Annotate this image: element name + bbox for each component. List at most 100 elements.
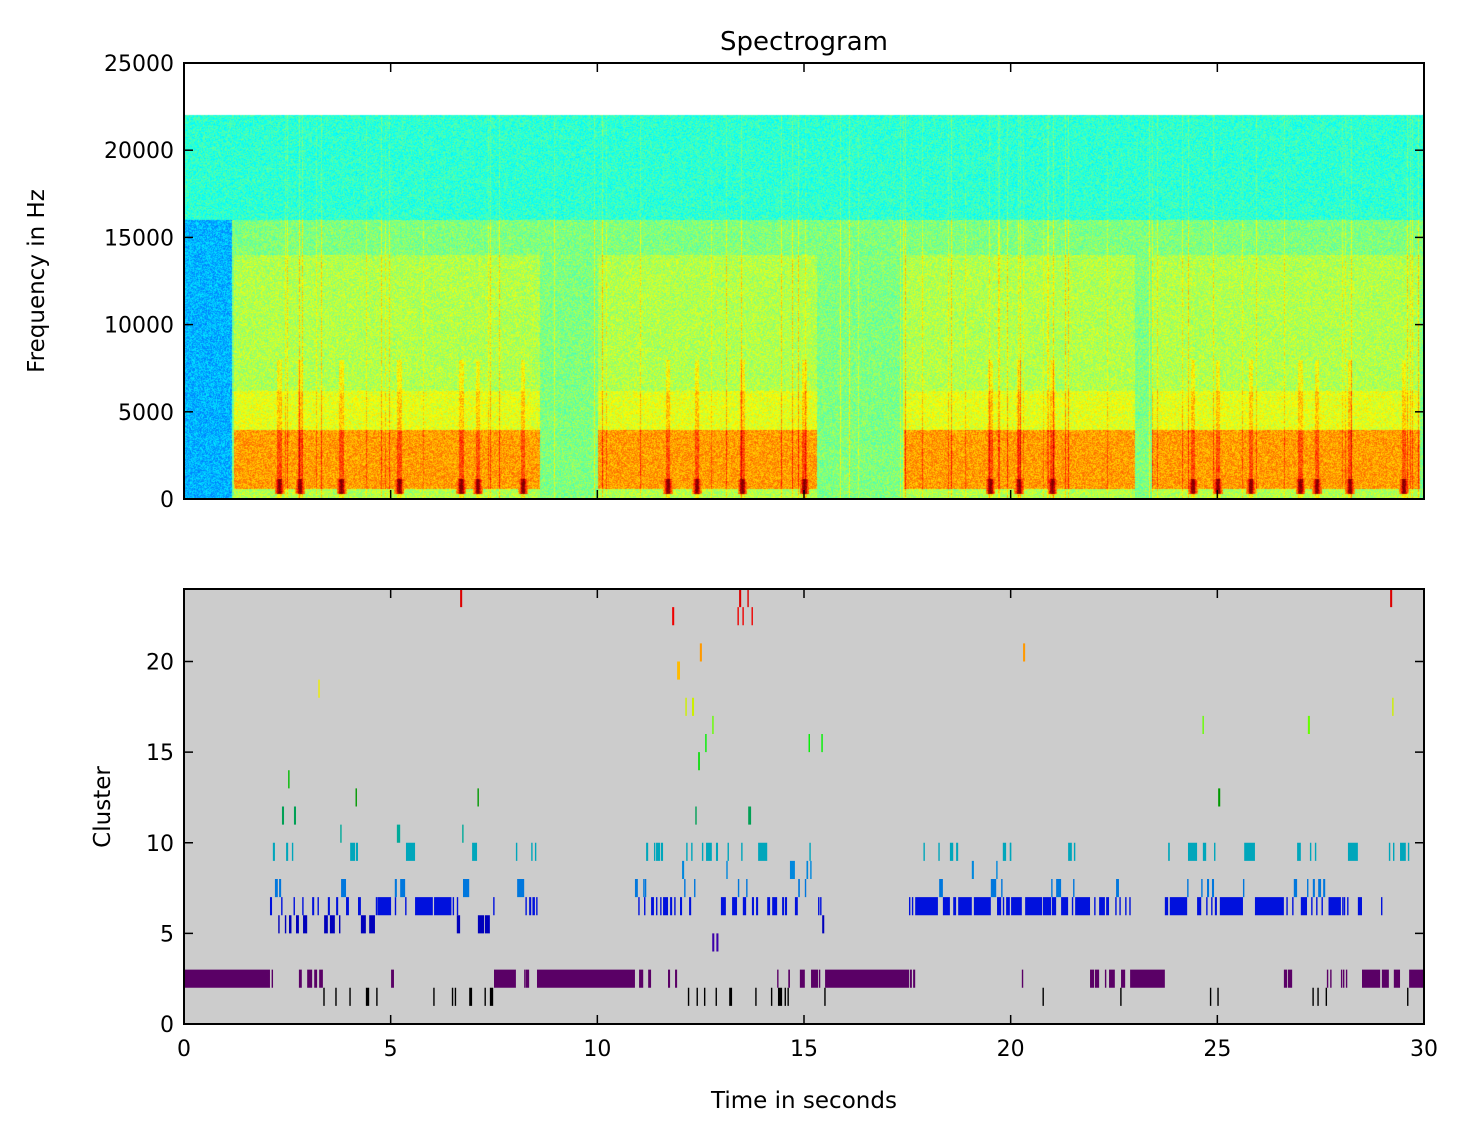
- cluster-5-segment: [369, 915, 375, 934]
- cluster-7-segment: [1056, 879, 1062, 898]
- cluster-6-segment: [1286, 897, 1288, 916]
- cluster-9-segment: [531, 842, 533, 861]
- cluster-22-segment: [751, 607, 753, 626]
- cluster-2-segment: [788, 969, 790, 988]
- cluster-8-segment: [996, 860, 998, 879]
- cluster-y-tick-label: 10: [146, 832, 174, 857]
- cluster-10-segment: [462, 824, 464, 843]
- cluster-8-segment: [682, 860, 685, 879]
- cluster-6-segment: [293, 897, 295, 916]
- cluster-6-segment: [536, 897, 538, 916]
- cluster-6-segment: [317, 897, 319, 916]
- cluster-6-segment: [680, 897, 683, 916]
- cluster-9-segment: [660, 842, 664, 861]
- cluster-6-segment: [1075, 897, 1091, 916]
- cluster-16-segment: [1307, 715, 1310, 734]
- cluster-6-segment: [720, 897, 726, 916]
- cluster-6-segment: [756, 897, 759, 916]
- cluster-6-segment: [644, 897, 646, 916]
- cluster-9-segment: [1214, 842, 1216, 861]
- cluster-10-segment: [396, 824, 401, 843]
- cluster-5-segment: [284, 915, 287, 934]
- cluster-7-segment: [341, 879, 347, 898]
- cluster-9-segment: [534, 842, 537, 861]
- cluster-6-segment: [973, 897, 991, 916]
- cluster-6-segment: [1316, 897, 1318, 916]
- cluster-7-segment: [746, 879, 748, 898]
- cluster-9-segment: [472, 842, 478, 861]
- cluster-9-segment: [1388, 842, 1391, 861]
- cluster-6-segment: [1115, 897, 1117, 916]
- cluster-6-segment: [1061, 897, 1069, 916]
- cluster-9-segment: [758, 842, 768, 861]
- cluster-6-segment: [1321, 897, 1323, 916]
- cluster-2-segment: [1090, 969, 1095, 988]
- cluster-7-segment: [643, 879, 645, 898]
- cluster-13-segment: [288, 770, 290, 789]
- cluster-2-segment: [525, 969, 530, 988]
- cluster-9-segment: [938, 842, 940, 861]
- cluster-x-tick-label: 25: [1203, 1037, 1231, 1062]
- cluster-x-tick-label: 20: [997, 1037, 1025, 1062]
- cluster-5-segment: [288, 915, 292, 934]
- cluster-9-segment: [1309, 842, 1312, 861]
- cluster-7-segment: [517, 879, 525, 898]
- cluster-6-segment: [302, 897, 304, 916]
- cluster-6-segment: [336, 897, 339, 916]
- cluster-6-segment: [1042, 897, 1052, 916]
- cluster-12-segment: [477, 788, 479, 807]
- cluster-7-segment: [394, 879, 397, 898]
- cluster-6-segment: [1197, 897, 1202, 916]
- cluster-6-segment: [1094, 897, 1096, 916]
- cluster-7-segment: [1242, 879, 1245, 898]
- cluster-6-segment: [1311, 897, 1313, 916]
- cluster-19-segment: [677, 661, 680, 680]
- cluster-4-segment: [712, 933, 715, 952]
- cluster-9-segment: [653, 842, 656, 861]
- cluster-1-segment: [451, 987, 454, 1006]
- cluster-2-segment: [1109, 969, 1115, 988]
- cluster-7-segment: [1201, 879, 1203, 898]
- cluster-6-segment: [1119, 897, 1121, 916]
- cluster-2-segment: [1345, 969, 1348, 988]
- cluster-1-segment: [365, 987, 370, 1006]
- cluster-bars: [184, 589, 1424, 1006]
- cluster-1-segment: [454, 987, 457, 1006]
- cluster-5-segment: [360, 915, 366, 934]
- cluster-6-segment: [782, 897, 785, 916]
- cluster-6-segment: [660, 897, 662, 916]
- cluster-6-segment: [1125, 897, 1127, 916]
- cluster-5-segment: [324, 915, 328, 934]
- cluster-7-segment: [798, 879, 800, 898]
- cluster-8-segment: [806, 860, 809, 879]
- cluster-7-segment: [644, 879, 647, 898]
- cluster-9-segment: [741, 842, 743, 861]
- cluster-9-segment: [1347, 842, 1358, 861]
- cluster-2-segment: [1104, 969, 1107, 988]
- cluster-7-segment: [684, 879, 686, 898]
- cluster-9-segment: [1407, 842, 1410, 861]
- cluster-6-segment: [312, 897, 315, 916]
- cluster-1-segment: [489, 987, 494, 1006]
- cluster-5-segment: [296, 915, 299, 934]
- cluster-6-segment: [1099, 897, 1105, 916]
- cluster-1-segment: [729, 987, 733, 1006]
- cluster-1-segment: [1317, 987, 1319, 1006]
- cluster-22-segment: [672, 607, 675, 626]
- cluster-1-segment: [323, 987, 325, 1006]
- cluster-2-segment: [1409, 969, 1424, 988]
- cluster-6-segment: [1219, 897, 1243, 916]
- cluster-23-segment: [460, 589, 463, 608]
- cluster-x-tick-label: 30: [1410, 1037, 1438, 1062]
- cluster-9-segment: [809, 842, 811, 861]
- cluster-1-segment: [715, 987, 717, 1006]
- cluster-6-segment: [405, 897, 407, 916]
- cluster-9-segment: [686, 842, 688, 861]
- cluster-7-segment: [1051, 879, 1053, 898]
- cluster-9-segment: [272, 842, 275, 861]
- cluster-2-segment: [1094, 969, 1100, 988]
- spectrogram-y-tick-label: 10000: [104, 314, 174, 339]
- cluster-6-segment: [908, 897, 911, 916]
- cluster-2-segment: [1340, 969, 1343, 988]
